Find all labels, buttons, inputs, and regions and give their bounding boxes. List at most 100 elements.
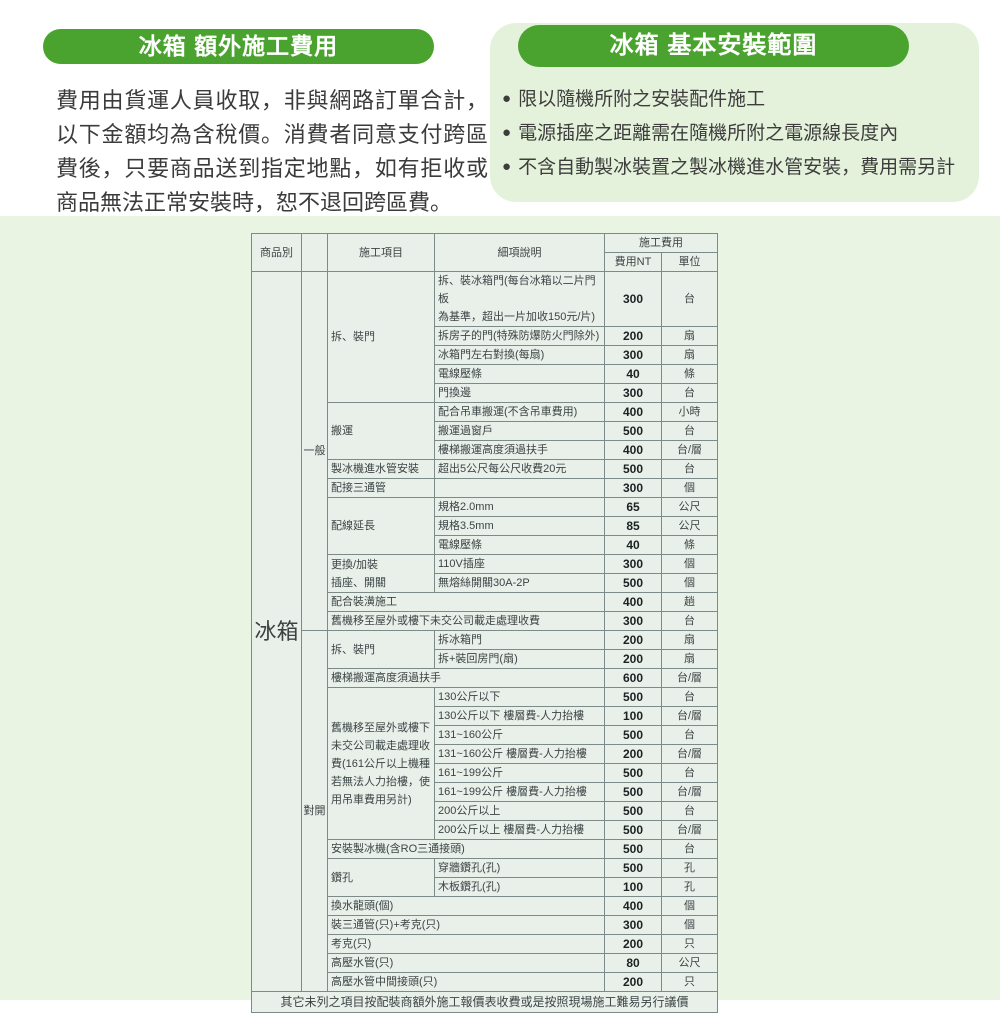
detail-cell: 161~199公斤 樓層費-人力抬樓: [434, 782, 605, 802]
detail-cell: 門換邊: [434, 383, 605, 403]
fee-cell: 500: [604, 459, 662, 479]
item-cell: 裝三通管(只)+考克(只): [327, 915, 605, 935]
table-row: 規格3.5mm 85 公尺: [252, 516, 718, 536]
unit-cell: 條: [661, 535, 718, 555]
unit-cell: 台: [661, 839, 718, 859]
installation-scope-list: ● 限以隨機所附之安裝配件施工 ● 電源插座之距離需在隨機所附之電源線長度內 ● 不含…: [502, 83, 969, 185]
detail-cell: 穿牆鑽孔(孔): [434, 858, 605, 878]
unit-cell: 公尺: [661, 497, 718, 517]
unit-cell: 只: [661, 972, 718, 992]
unit-cell: 扇: [661, 345, 718, 365]
col-header-fee-group: 施工費用: [604, 233, 718, 253]
table-row: 對開 拆、裝門 拆冰箱門 200 扇: [252, 630, 718, 992]
unit-cell: 台/層: [661, 782, 718, 802]
unit-cell: 小時: [661, 402, 718, 422]
left-panel-paragraph: 費用由貨運人員收取，非與網路訂單合計，以下金額均為含稅價。消費者同意支付跨區費後…: [56, 88, 488, 215]
detail-cell: 161~199公斤: [434, 763, 605, 783]
fee-cell: 200: [604, 744, 662, 764]
unit-cell: 條: [661, 364, 718, 384]
detail-cell: 規格2.0mm: [434, 497, 605, 517]
item-cell: 舊機移至屋外或樓下未交公司載走處理收費(161公斤以上機種若無法人力抬樓，使用吊…: [327, 687, 435, 840]
item-cell: 安裝製冰機(含RO三通接頭): [327, 839, 605, 859]
detail-cell: 130公斤以下: [434, 687, 605, 707]
table-row: 電線壓條 40 條: [252, 364, 718, 384]
header-row: 費用NT 單位: [252, 252, 718, 272]
table-row: 161~199公斤 樓層費-人力抬樓 500 台/層: [252, 782, 718, 802]
fee-cell: 200: [604, 649, 662, 669]
table-row: 製冰機進水管安裝 超出5公尺每公尺收費20元 500 台: [252, 459, 718, 479]
fee-table-container: 商品別 施工項目 細項說明 施工費用 費用NT 單位 冰箱 一般 拆、裝門 拆、…: [251, 233, 718, 1013]
bullet-icon: ●: [502, 158, 512, 175]
detail-cell: 130公斤以下 樓層費-人力抬樓: [434, 706, 605, 726]
fee-cell: 200: [604, 934, 662, 954]
table-footer-note: 其它未列之項目按配裝商額外施工報價表收費或是按照現場施工難易另行議價: [251, 991, 718, 1013]
unit-cell: 台/層: [661, 706, 718, 726]
col-header-item: 施工項目: [327, 233, 435, 272]
unit-cell: 台: [661, 271, 718, 327]
item-cell: 製冰機進水管安裝: [327, 459, 435, 479]
unit-cell: 台: [661, 801, 718, 821]
unit-cell: 台: [661, 611, 718, 631]
detail-cell: 樓梯搬運高度須過扶手: [434, 440, 605, 460]
table-row: 130公斤以下 樓層費-人力抬樓 100 台/層: [252, 706, 718, 726]
fee-cell: 40: [604, 535, 662, 555]
table-row: 拆房子的門(特殊防爆防火門除外) 200 扇: [252, 326, 718, 346]
unit-cell: 台: [661, 421, 718, 441]
unit-cell: 台/層: [661, 744, 718, 764]
unit-cell: 公尺: [661, 953, 718, 973]
fee-cell: 300: [604, 611, 662, 631]
col-header-unit: 單位: [661, 252, 718, 272]
detail-cell: 拆+裝回房門(扇): [434, 649, 605, 669]
detail-cell: 200公斤以上: [434, 801, 605, 821]
table-row: 舊機移至屋外或樓下未交公司載走處理收費 300 台: [252, 611, 718, 631]
section-cell: 一般: [301, 271, 328, 631]
detail-cell: 無熔絲開關30A-2P: [434, 573, 605, 593]
detail-cell: 電線壓條: [434, 364, 605, 384]
bullet-icon: ●: [502, 90, 512, 107]
unit-cell: 扇: [661, 326, 718, 346]
bullet-icon: ●: [502, 124, 512, 141]
fee-cell: 500: [604, 763, 662, 783]
item-cell: 拆、裝門: [327, 271, 435, 403]
detail-cell: 冰箱門左右對換(每扇): [434, 345, 605, 365]
item-cell: 舊機移至屋外或樓下未交公司載走處理收費: [327, 611, 605, 631]
detail-cell: 拆冰箱門: [434, 630, 605, 650]
table-row: 更換/加裝 插座、開關 110V插座 300 個: [252, 554, 718, 593]
header-row: 商品別 施工項目 細項說明 施工費用: [251, 233, 718, 272]
item-cell: 高壓水管(只): [327, 953, 605, 973]
right-panel-title: 冰箱 基本安裝範圍: [518, 25, 909, 67]
fee-cell: 500: [604, 782, 662, 802]
footer-row: 其它未列之項目按配裝商額外施工報價表收費或是按照現場施工難易另行議價: [251, 991, 718, 1013]
table-row: 冰箱 一般 拆、裝門 拆、裝冰箱門(每台冰箱以二片門板 為基準，超出一片加收15…: [251, 271, 718, 992]
col-header-detail: 細項說明: [434, 233, 605, 272]
fee-cell: 600: [604, 668, 662, 688]
detail-cell: 規格3.5mm: [434, 516, 605, 536]
fee-cell: 300: [604, 478, 662, 498]
bullet-text: 不含自動製冰裝置之製冰機進水管安裝，費用需另計: [518, 157, 956, 178]
table-row: 131~160公斤 500 台: [252, 725, 718, 745]
fee-cell: 400: [604, 440, 662, 460]
table-row: 161~199公斤 500 台: [252, 763, 718, 783]
detail-cell: 110V插座: [434, 554, 605, 574]
unit-cell: 趟: [661, 592, 718, 612]
unit-cell: 台: [661, 687, 718, 707]
detail-cell: 拆房子的門(特殊防爆防火門除外): [434, 326, 605, 346]
unit-cell: 個: [661, 554, 718, 574]
fee-cell: 40: [604, 364, 662, 384]
detail-cell: 200公斤以上 樓層費-人力抬樓: [434, 820, 605, 840]
fee-cell: 500: [604, 725, 662, 745]
col-header-product: 商品別: [251, 233, 302, 272]
table-row: 門換邊 300 台: [252, 383, 718, 403]
fee-cell: 80: [604, 953, 662, 973]
item-cell: 考克(只): [327, 934, 605, 954]
fee-cell: 100: [604, 706, 662, 726]
fee-cell: 400: [604, 896, 662, 916]
right-panel: 冰箱 基本安裝範圍 ● 限以隨機所附之安裝配件施工 ● 電源插座之距離需在隨機所附之…: [490, 23, 979, 202]
unit-cell: 個: [661, 573, 718, 593]
item-cell: 換水龍頭(個): [327, 896, 605, 916]
fee-cell: 400: [604, 592, 662, 612]
list-item: ● 限以隨機所附之安裝配件施工: [502, 83, 969, 117]
table-row: 高壓水管中間接頭(只) 200 只: [252, 972, 718, 992]
unit-cell: 台/層: [661, 668, 718, 688]
fee-table: 商品別 施工項目 細項說明 施工費用 費用NT 單位 冰箱 一般 拆、裝門 拆、…: [251, 233, 718, 1013]
